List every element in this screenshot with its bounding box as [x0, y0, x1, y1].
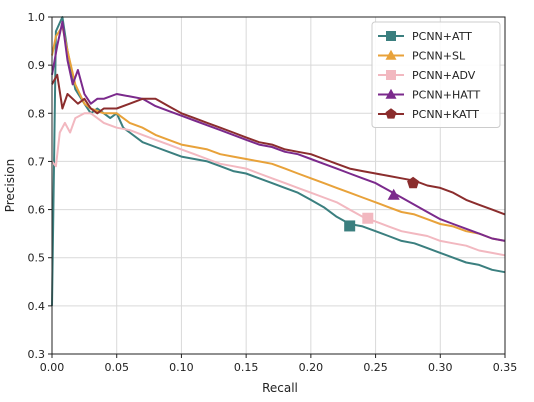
y-tick-label: 0.4: [28, 300, 46, 313]
x-axis-ticks: 0.00 0.05 0.10 0.15 0.20 0.25 0.30 0.35: [40, 354, 518, 374]
legend-marker: [385, 108, 397, 119]
x-tick-label: 0.00: [40, 361, 65, 374]
legend-label: PCNN+HATT: [412, 89, 480, 102]
plot-frame: [51, 16, 506, 355]
y-axis-ticks: 0.3 0.4 0.5 0.6 0.7 0.8 0.9 1.0: [28, 11, 52, 361]
legend-label: PCNN+ATT: [412, 30, 472, 43]
y-tick-label: 0.9: [28, 59, 46, 72]
legend-label: PCNN+SL: [412, 50, 466, 63]
legend: PCNN+ATT PCNN+SL PCNN+ADV PCNN+HATT PCNN+KAT…: [371, 21, 501, 128]
series-marker: [387, 188, 400, 200]
y-tick-label: 0.7: [28, 155, 46, 168]
legend-label: PCNN+ADV: [412, 69, 476, 82]
legend-marker: [386, 70, 396, 80]
series-line-pcnn-sl: [51, 25, 506, 242]
y-tick-label: 0.5: [28, 252, 46, 265]
legend-marker: [385, 49, 397, 60]
x-tick-label: 0.30: [428, 361, 453, 374]
series-marker: [362, 212, 374, 224]
series-line-pcnn-att: [51, 16, 506, 306]
y-tick-label: 0.6: [28, 204, 46, 217]
x-tick-label: 0.25: [363, 361, 388, 374]
x-tick-label: 0.20: [299, 361, 324, 374]
series-line-pcnn-adv: [51, 112, 506, 257]
series-line-pcnn-hatt: [51, 20, 506, 242]
y-tick-label: 0.8: [28, 107, 46, 120]
y-axis-label: Precision: [3, 159, 17, 213]
legend-label: PCNN+KATT: [412, 108, 479, 121]
x-tick-label: 0.15: [234, 361, 259, 374]
series-marker: [344, 220, 356, 232]
x-tick-label: 0.35: [493, 361, 518, 374]
x-axis-label: Recall: [262, 381, 298, 395]
legend-marker: [386, 31, 396, 41]
x-tick-label: 0.10: [169, 361, 194, 374]
x-tick-label: 0.05: [104, 361, 129, 374]
series-lines: [51, 16, 506, 306]
series-marker: [407, 176, 420, 189]
y-tick-label: 1.0: [28, 11, 46, 24]
y-tick-label: 0.3: [28, 348, 46, 361]
legend-marker: [385, 88, 397, 99]
series-markers: [344, 176, 420, 232]
legend-box: [371, 21, 501, 128]
